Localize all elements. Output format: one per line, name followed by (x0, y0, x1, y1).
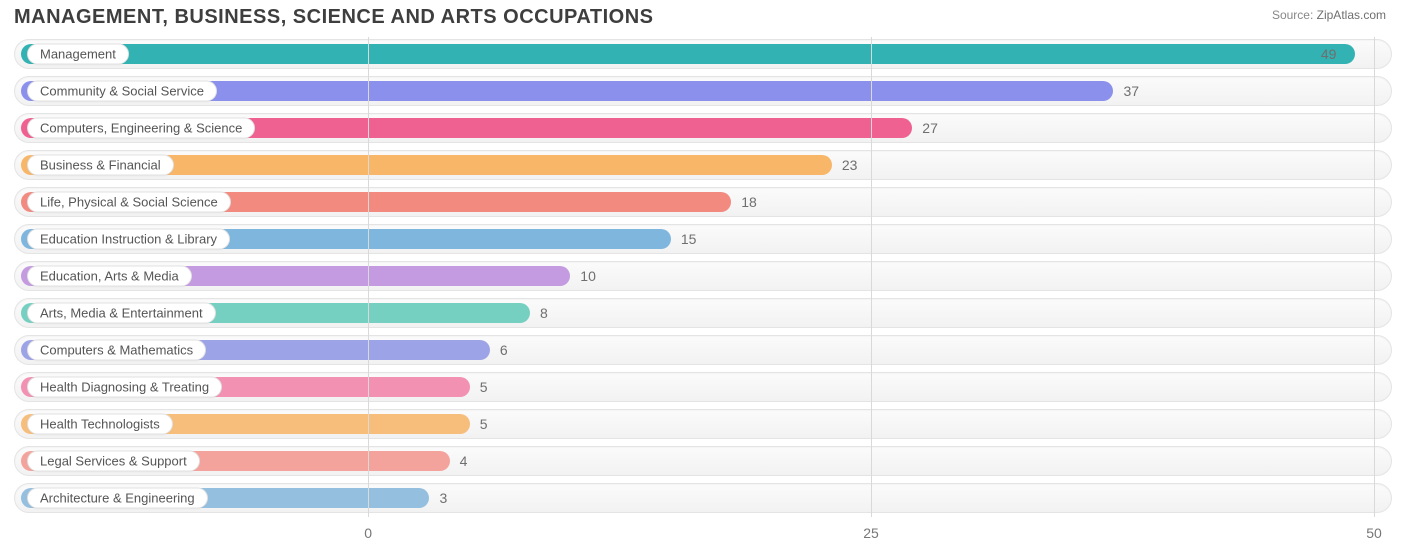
gridline (1374, 37, 1375, 517)
bar (21, 44, 1355, 64)
bar-label-pill: Health Technologists (27, 414, 173, 435)
bar-value: 49 (1321, 46, 1337, 62)
bar-track: Legal Services & Support 4 (14, 446, 1392, 476)
bar-track: Computers & Mathematics 6 (14, 335, 1392, 365)
chart-title: MANAGEMENT, BUSINESS, SCIENCE AND ARTS O… (14, 6, 653, 29)
bar-track: Health Technologists 5 (14, 409, 1392, 439)
bar-value: 6 (500, 342, 508, 358)
bar-value: 15 (681, 231, 697, 247)
bar-track: Business & Financial 23 (14, 150, 1392, 180)
bar-label-pill: Business & Financial (27, 155, 174, 176)
bar-label-pill: Health Diagnosing & Treating (27, 377, 222, 398)
bar-label-pill: Life, Physical & Social Science (27, 192, 231, 213)
bar-label-pill: Education, Arts & Media (27, 266, 192, 287)
bar-value: 23 (842, 157, 858, 173)
bar-value: 5 (480, 379, 488, 395)
bar-value: 18 (741, 194, 757, 210)
bar-label-pill: Computers & Mathematics (27, 340, 206, 361)
bar-label-pill: Legal Services & Support (27, 451, 200, 472)
bar-track: Computers, Engineering & Science 27 (14, 113, 1392, 143)
bar-track: Architecture & Engineering 3 (14, 483, 1392, 513)
bar-track: Education Instruction & Library 15 (14, 224, 1392, 254)
bar-value: 10 (580, 268, 596, 284)
gridline (368, 37, 369, 517)
bar-track: Health Diagnosing & Treating 5 (14, 372, 1392, 402)
bar-label-pill: Education Instruction & Library (27, 229, 230, 250)
bar-track: Education, Arts & Media 10 (14, 261, 1392, 291)
bar-label-pill: Management (27, 44, 129, 65)
bar-value: 8 (540, 305, 548, 321)
source-site: ZipAtlas.com (1317, 8, 1386, 22)
bar-label-pill: Architecture & Engineering (27, 488, 208, 509)
bar-label-pill: Computers, Engineering & Science (27, 118, 255, 139)
bar-label-pill: Community & Social Service (27, 81, 217, 102)
bar-value: 37 (1123, 83, 1139, 99)
bar-value: 3 (439, 490, 447, 506)
bar-track: Management 49 (14, 39, 1392, 69)
bar-value: 27 (922, 120, 938, 136)
header: MANAGEMENT, BUSINESS, SCIENCE AND ARTS O… (0, 0, 1406, 33)
bar-value: 4 (460, 453, 468, 469)
x-axis-tick-label: 25 (863, 525, 879, 541)
gridline (871, 37, 872, 517)
bar-track: Community & Social Service 37 (14, 76, 1392, 106)
source: Source: ZipAtlas.com (1272, 6, 1386, 22)
chart-area: Management 49 Community & Social Service 37… (14, 37, 1392, 547)
bar-track: Life, Physical & Social Science 18 (14, 187, 1392, 217)
x-axis-tick-label: 50 (1366, 525, 1382, 541)
bar-value: 5 (480, 416, 488, 432)
source-label: Source: (1272, 8, 1313, 22)
x-axis-tick-label: 0 (364, 525, 372, 541)
bar-track: Arts, Media & Entertainment 8 (14, 298, 1392, 328)
bar-label-pill: Arts, Media & Entertainment (27, 303, 216, 324)
bars-container: Management 49 Community & Social Service 37… (14, 37, 1392, 513)
